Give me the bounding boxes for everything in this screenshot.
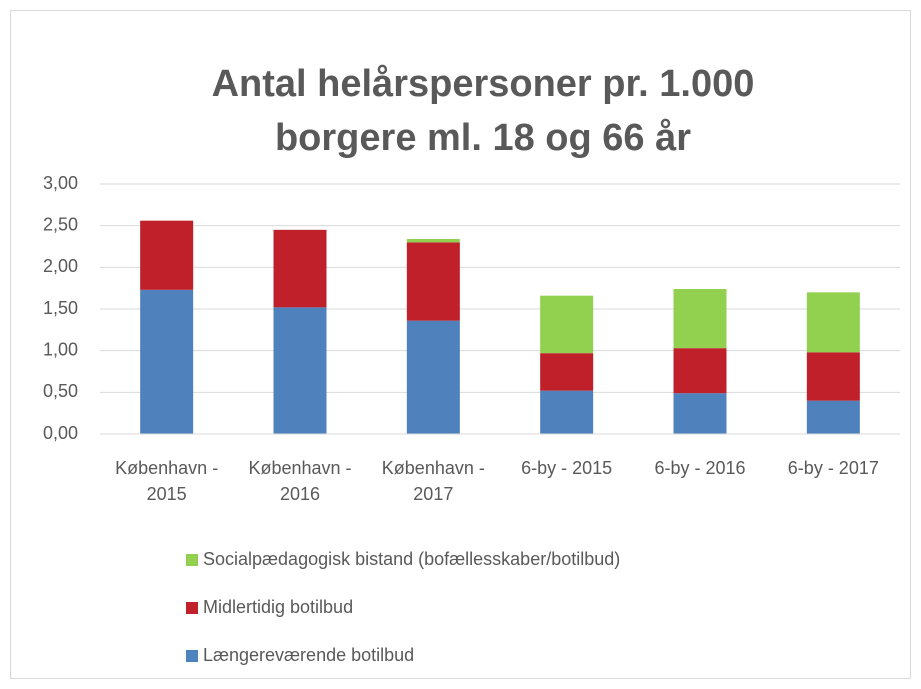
legend-label: Længereværende botilbud xyxy=(203,645,414,665)
bar-segment xyxy=(406,320,460,434)
bar-segment xyxy=(273,229,327,308)
legend-swatch xyxy=(186,554,198,566)
y-tick-label: 2,00 xyxy=(43,256,78,276)
legend-swatch xyxy=(186,650,198,662)
bar-segment xyxy=(673,289,727,349)
bar-segment xyxy=(140,289,194,434)
bar-segment xyxy=(273,307,327,434)
bar-segment xyxy=(406,239,460,243)
y-tick-label: 1,00 xyxy=(43,339,78,359)
x-tick-label: 6-by - 2017 xyxy=(787,458,879,478)
bar-segment xyxy=(540,295,594,354)
bar-segment xyxy=(806,352,860,401)
x-tick-label: København - 2017 xyxy=(381,458,485,504)
x-tick-label: København - 2016 xyxy=(248,458,352,504)
y-tick-label: 0,00 xyxy=(43,423,78,443)
bar-segment xyxy=(673,393,727,434)
bar-segment xyxy=(806,292,860,353)
y-tick-label: 0,50 xyxy=(43,381,78,401)
legend-label: Socialpædagogisk bistand (bofællesskaber… xyxy=(203,549,620,569)
y-tick-label: 3,00 xyxy=(43,173,78,193)
bar-segment xyxy=(540,390,594,434)
chart-title: borgere ml. 18 og 66 år xyxy=(275,117,691,159)
legend-label: Midlertidig botilbud xyxy=(203,597,353,617)
bar-segment xyxy=(540,353,594,391)
bar-segment xyxy=(806,400,860,434)
y-tick-label: 1,50 xyxy=(43,298,78,318)
bar-segment xyxy=(406,242,460,321)
bar-segment xyxy=(140,220,194,290)
x-tick-label: 6-by - 2016 xyxy=(654,458,746,478)
legend-swatch xyxy=(186,602,198,614)
chart-title: Antal helårspersoner pr. 1.000 xyxy=(212,63,755,105)
y-tick-label: 2,50 xyxy=(43,214,78,234)
bar-segment xyxy=(673,348,727,394)
x-tick-label: 6-by - 2015 xyxy=(521,458,613,478)
x-tick-label: København - 2015 xyxy=(115,458,219,504)
